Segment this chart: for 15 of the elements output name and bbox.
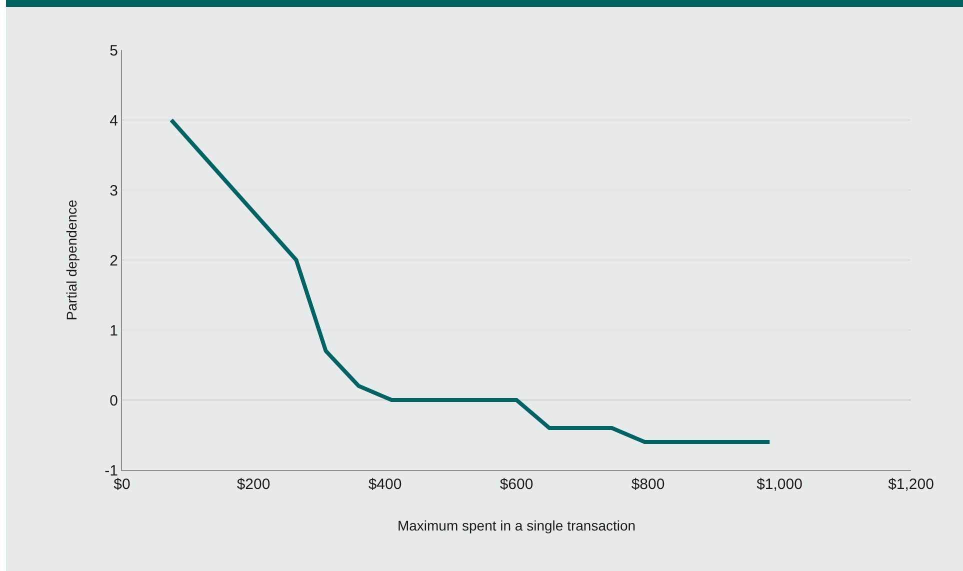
y-tick-label: 2 — [110, 252, 118, 270]
y-axis-title: Partial dependence — [63, 199, 80, 320]
x-tick-label: $400 — [368, 476, 402, 493]
y-tick-label: 5 — [110, 42, 118, 60]
x-tick-label: $200 — [236, 476, 270, 493]
y-tick-label: 3 — [110, 182, 118, 200]
x-tick-label: $600 — [500, 476, 534, 493]
x-tick-label: $1,000 — [756, 476, 802, 493]
y-tick-label: 1 — [110, 322, 118, 340]
y-tick-label: 0 — [110, 392, 118, 410]
y-tick-label: 4 — [110, 112, 118, 130]
line-series — [169, 118, 772, 444]
x-axis-title: Maximum spent in a single transaction — [397, 517, 636, 534]
x-tick-label: $1,200 — [888, 476, 934, 493]
x-tick-label: $800 — [631, 476, 665, 493]
